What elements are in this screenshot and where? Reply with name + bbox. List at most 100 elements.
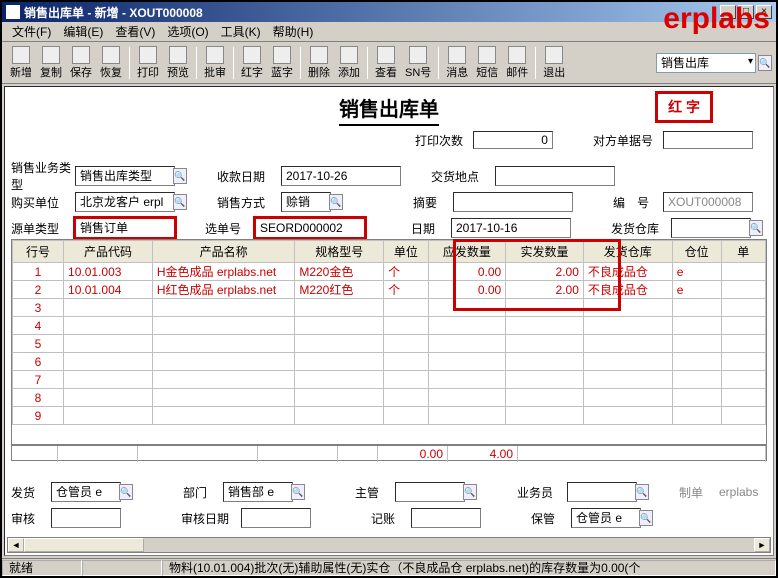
sel-no-field[interactable]: SEORD000002 xyxy=(255,218,365,238)
ship-wh-lookup-icon[interactable]: 🔍 xyxy=(749,220,763,236)
doc-type-lookup-icon[interactable]: 🔍 xyxy=(758,55,772,71)
main-pane: 红 字 销售出库单 打印次数 0 对方单据号 销售业务类型 销售出库类型🔍 收款… xyxy=(4,86,774,556)
ship-lookup-icon[interactable]: 🔍 xyxy=(119,484,133,500)
col-header[interactable]: 应发数量 xyxy=(428,241,506,263)
mgr-field[interactable] xyxy=(395,482,465,502)
scroll-thumb[interactable] xyxy=(24,538,144,552)
table-row[interactable]: 7 xyxy=(13,371,766,389)
tb-批审[interactable]: 批审 xyxy=(200,45,230,81)
mgr-lookup-icon[interactable]: 🔍 xyxy=(463,484,477,500)
src-type-field[interactable]: 销售订单 xyxy=(75,218,175,238)
note-field[interactable] xyxy=(411,508,481,528)
statusbar: 就绪 物料(10.01.004)批次(无)辅助属性(无)实仓（不良成品仓 erp… xyxy=(2,558,776,576)
biztype-label: 销售业务类型 xyxy=(11,159,75,193)
tb-删除[interactable]: 删除 xyxy=(304,45,334,81)
tb-icon-保存 xyxy=(72,46,90,64)
sale-mode-lookup-icon[interactable]: 🔍 xyxy=(329,194,343,210)
tb-保存[interactable]: 保存 xyxy=(66,45,96,81)
tb-label: 恢复 xyxy=(100,64,122,80)
col-header[interactable]: 行号 xyxy=(13,241,64,263)
tb-label: 预览 xyxy=(167,64,189,80)
menu-options[interactable]: 选项(O) xyxy=(161,21,214,42)
menu-tools[interactable]: 工具(K) xyxy=(215,21,267,42)
tb-新增[interactable]: 新增 xyxy=(6,45,36,81)
ship-wh-label: 发货仓库 xyxy=(611,220,671,237)
keeper-field[interactable]: 仓管员 e xyxy=(571,508,641,528)
audit-label: 审核 xyxy=(11,510,51,527)
tb-查看[interactable]: 查看 xyxy=(371,45,401,81)
grid[interactable]: 行号产品代码产品名称规格型号单位应发数量实发数量发货仓库仓位单110.01.00… xyxy=(11,239,767,445)
h-scrollbar[interactable]: ◄ ► xyxy=(7,537,771,553)
tb-蓝字[interactable]: 蓝字 xyxy=(267,45,297,81)
counter-no-field[interactable] xyxy=(663,131,753,149)
table-row[interactable]: 110.01.003H金色成品 erplabs.netM220金色个0.002.… xyxy=(13,263,766,281)
table-row[interactable]: 8 xyxy=(13,389,766,407)
buyer-lookup-icon[interactable]: 🔍 xyxy=(173,194,187,210)
toolbar-separator xyxy=(535,47,536,79)
tb-icon-恢复 xyxy=(102,46,120,64)
tb-label: 邮件 xyxy=(506,64,528,80)
table-row[interactable]: 5 xyxy=(13,335,766,353)
tb-icon-新增 xyxy=(12,46,30,64)
tb-恢复[interactable]: 恢复 xyxy=(96,45,126,81)
tb-邮件[interactable]: 邮件 xyxy=(502,45,532,81)
tb-icon-蓝字 xyxy=(273,46,291,64)
clerk-field[interactable] xyxy=(567,482,637,502)
ship-field[interactable]: 仓管员 e xyxy=(51,482,121,502)
tb-label: 退出 xyxy=(543,64,565,80)
print-count-label: 打印次数 xyxy=(415,132,463,149)
deliv-loc-field[interactable] xyxy=(495,166,615,186)
toolbar-separator xyxy=(300,47,301,79)
scroll-right-icon[interactable]: ► xyxy=(754,538,770,552)
clerk-lookup-icon[interactable]: 🔍 xyxy=(635,484,649,500)
tb-icon-消息 xyxy=(448,46,466,64)
tb-红字[interactable]: 红字 xyxy=(237,45,267,81)
table-row[interactable]: 4 xyxy=(13,317,766,335)
col-header[interactable]: 仓位 xyxy=(672,241,721,263)
tb-复制[interactable]: 复制 xyxy=(36,45,66,81)
audit-field[interactable] xyxy=(51,508,121,528)
menu-view[interactable]: 查看(V) xyxy=(109,21,161,42)
buyer-field[interactable]: 北京龙客户 erpl xyxy=(75,192,175,212)
menu-help[interactable]: 帮助(H) xyxy=(267,21,320,42)
recv-date-field[interactable]: 2017-10-26 xyxy=(281,166,401,186)
tb-预览[interactable]: 预览 xyxy=(163,45,193,81)
table-row[interactable]: 6 xyxy=(13,353,766,371)
table-row[interactable]: 3 xyxy=(13,299,766,317)
tb-icon-邮件 xyxy=(508,46,526,64)
tb-打印[interactable]: 打印 xyxy=(133,45,163,81)
summary-field[interactable] xyxy=(453,192,573,212)
doc-type-dropdown[interactable]: 销售出库 xyxy=(656,53,756,73)
keeper-lookup-icon[interactable]: 🔍 xyxy=(639,510,653,526)
col-header[interactable]: 实发数量 xyxy=(506,241,584,263)
date-field[interactable]: 2017-10-16 xyxy=(451,218,571,238)
col-header[interactable]: 规格型号 xyxy=(295,241,384,263)
audit-date-field[interactable] xyxy=(241,508,311,528)
tb-label: 查看 xyxy=(375,64,397,80)
tb-短信[interactable]: 短信 xyxy=(472,45,502,81)
biztype-field[interactable]: 销售出库类型 xyxy=(75,166,175,186)
tb-label: 消息 xyxy=(446,64,468,80)
col-header[interactable]: 产品名称 xyxy=(152,241,294,263)
ship-wh-field[interactable] xyxy=(671,218,751,238)
tb-SN号[interactable]: SN号 xyxy=(401,45,435,81)
tb-icon-SN号 xyxy=(409,46,427,64)
menu-edit[interactable]: 编辑(E) xyxy=(57,21,109,42)
col-header[interactable]: 产品代码 xyxy=(64,241,153,263)
menu-file[interactable]: 文件(F) xyxy=(6,21,57,42)
sale-mode-field[interactable]: 赊销 xyxy=(281,192,331,212)
table-row[interactable]: 9 xyxy=(13,407,766,425)
dept-lookup-icon[interactable]: 🔍 xyxy=(291,484,305,500)
col-header[interactable]: 发货仓库 xyxy=(583,241,672,263)
col-header[interactable]: 单位 xyxy=(384,241,428,263)
dept-field[interactable]: 销售部 e xyxy=(223,482,293,502)
table-row[interactable]: 210.01.004H红色成品 erplabs.netM220红色个0.002.… xyxy=(13,281,766,299)
tb-退出[interactable]: 退出 xyxy=(539,45,569,81)
biztype-lookup-icon[interactable]: 🔍 xyxy=(173,168,187,184)
tb-消息[interactable]: 消息 xyxy=(442,45,472,81)
tb-label: 打印 xyxy=(137,64,159,80)
col-header[interactable]: 单 xyxy=(721,241,765,263)
status-ready: 就绪 xyxy=(2,560,82,576)
scroll-left-icon[interactable]: ◄ xyxy=(8,538,24,552)
tb-添加[interactable]: 添加 xyxy=(334,45,364,81)
